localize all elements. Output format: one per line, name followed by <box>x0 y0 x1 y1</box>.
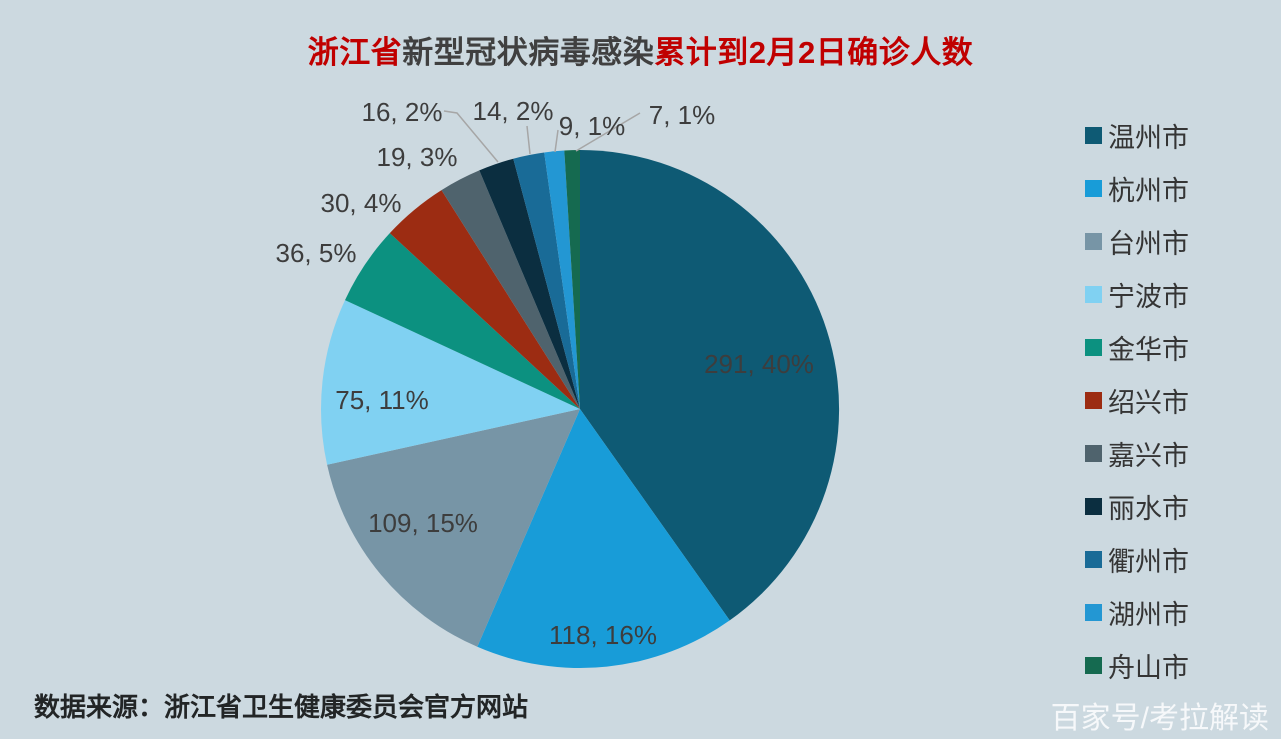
pie-slice-绍兴市 <box>389 190 580 409</box>
legend-label-宁波市: 宁波市 <box>1108 281 1189 312</box>
slice-label-台州市: 109, 15% <box>368 508 478 538</box>
pie-slice-金华市 <box>345 233 580 409</box>
chart-title-part3: 累计到2月2日确诊人数 <box>654 35 974 70</box>
legend-label-金华市: 金华市 <box>1108 334 1189 365</box>
slice-label-丽水市: 16, 2% <box>362 97 443 127</box>
slice-label-绍兴市: 30, 4% <box>321 188 402 218</box>
legend-label-杭州市: 杭州市 <box>1108 175 1189 206</box>
pie-slice-湖州市 <box>544 150 580 409</box>
legend-item-湖州市: 湖州市 <box>1085 598 1189 630</box>
pie-slice-舟山市 <box>564 150 580 409</box>
legend-label-台州市: 台州市 <box>1108 228 1189 259</box>
leader-line-湖州市 <box>554 129 559 153</box>
legend-swatch-衢州市 <box>1085 550 1102 568</box>
pie-slice-丽水市 <box>479 158 580 409</box>
legend-label-丽水市: 丽水市 <box>1108 493 1189 524</box>
legend-label-衢州市: 衢州市 <box>1108 546 1189 577</box>
legend-item-衢州市: 衢州市 <box>1085 545 1189 577</box>
pie-slice-温州市 <box>580 149 840 621</box>
legend-label-绍兴市: 绍兴市 <box>1108 387 1189 418</box>
leader-line-衢州市 <box>526 125 531 155</box>
leader-line-舟山市 <box>575 112 641 152</box>
legend-item-杭州市: 杭州市 <box>1085 174 1189 206</box>
legend-swatch-湖州市 <box>1085 603 1102 621</box>
slice-label-衢州市: 14, 2% <box>473 96 554 126</box>
legend-label-温州市: 温州市 <box>1108 122 1189 153</box>
leader-line-丽水市 <box>443 110 499 163</box>
legend-item-温州市: 温州市 <box>1085 121 1189 153</box>
legend-item-舟山市: 舟山市 <box>1085 651 1189 683</box>
chart-title: 浙江省新型冠状病毒感染累计到2月2日确诊人数 <box>0 27 1281 72</box>
source-note: 数据来源：浙江省卫生健康委员会官方网站 <box>34 692 529 722</box>
legend-swatch-绍兴市 <box>1085 391 1102 409</box>
pie-slice-嘉兴市 <box>441 170 580 409</box>
legend-label-嘉兴市: 嘉兴市 <box>1108 440 1189 471</box>
legend-item-嘉兴市: 嘉兴市 <box>1085 439 1189 471</box>
legend-swatch-嘉兴市 <box>1085 444 1102 462</box>
slice-label-杭州市: 118, 16% <box>549 620 657 650</box>
slice-label-金华市: 36, 5% <box>276 238 357 268</box>
legend-item-宁波市: 宁波市 <box>1085 280 1189 312</box>
pie-slice-衢州市 <box>513 152 580 409</box>
legend-swatch-舟山市 <box>1085 656 1102 674</box>
legend-label-舟山市: 舟山市 <box>1108 652 1189 683</box>
legend-item-金华市: 金华市 <box>1085 333 1189 365</box>
legend-swatch-金华市 <box>1085 338 1102 356</box>
slice-label-舟山市: 7, 1% <box>649 100 716 130</box>
legend: 温州市杭州市台州市宁波市金华市绍兴市嘉兴市丽水市衢州市湖州市舟山市 <box>1085 121 1189 683</box>
legend-item-绍兴市: 绍兴市 <box>1085 386 1189 418</box>
chart-title-part2: 新型冠状病毒感染 <box>402 35 655 70</box>
legend-swatch-温州市 <box>1085 126 1102 144</box>
slice-label-湖州市: 9, 1% <box>559 111 626 141</box>
slice-label-宁波市: 75, 11% <box>335 385 428 415</box>
pie-slice-宁波市 <box>321 300 580 465</box>
slice-label-温州市: 291, 40% <box>704 349 814 379</box>
pie-slice-杭州市 <box>477 409 730 669</box>
slice-label-嘉兴市: 19, 3% <box>377 142 458 172</box>
legend-swatch-宁波市 <box>1085 285 1102 303</box>
watermark: 百家号/考拉解读 <box>1050 702 1269 735</box>
chart-title-part1: 浙江省 <box>307 35 403 70</box>
legend-swatch-杭州市 <box>1085 179 1102 197</box>
legend-label-湖州市: 湖州市 <box>1108 599 1189 630</box>
legend-swatch-台州市 <box>1085 232 1102 250</box>
legend-item-丽水市: 丽水市 <box>1085 492 1189 524</box>
legend-item-台州市: 台州市 <box>1085 227 1189 259</box>
pie-slice-台州市 <box>327 409 580 647</box>
legend-swatch-丽水市 <box>1085 497 1102 515</box>
